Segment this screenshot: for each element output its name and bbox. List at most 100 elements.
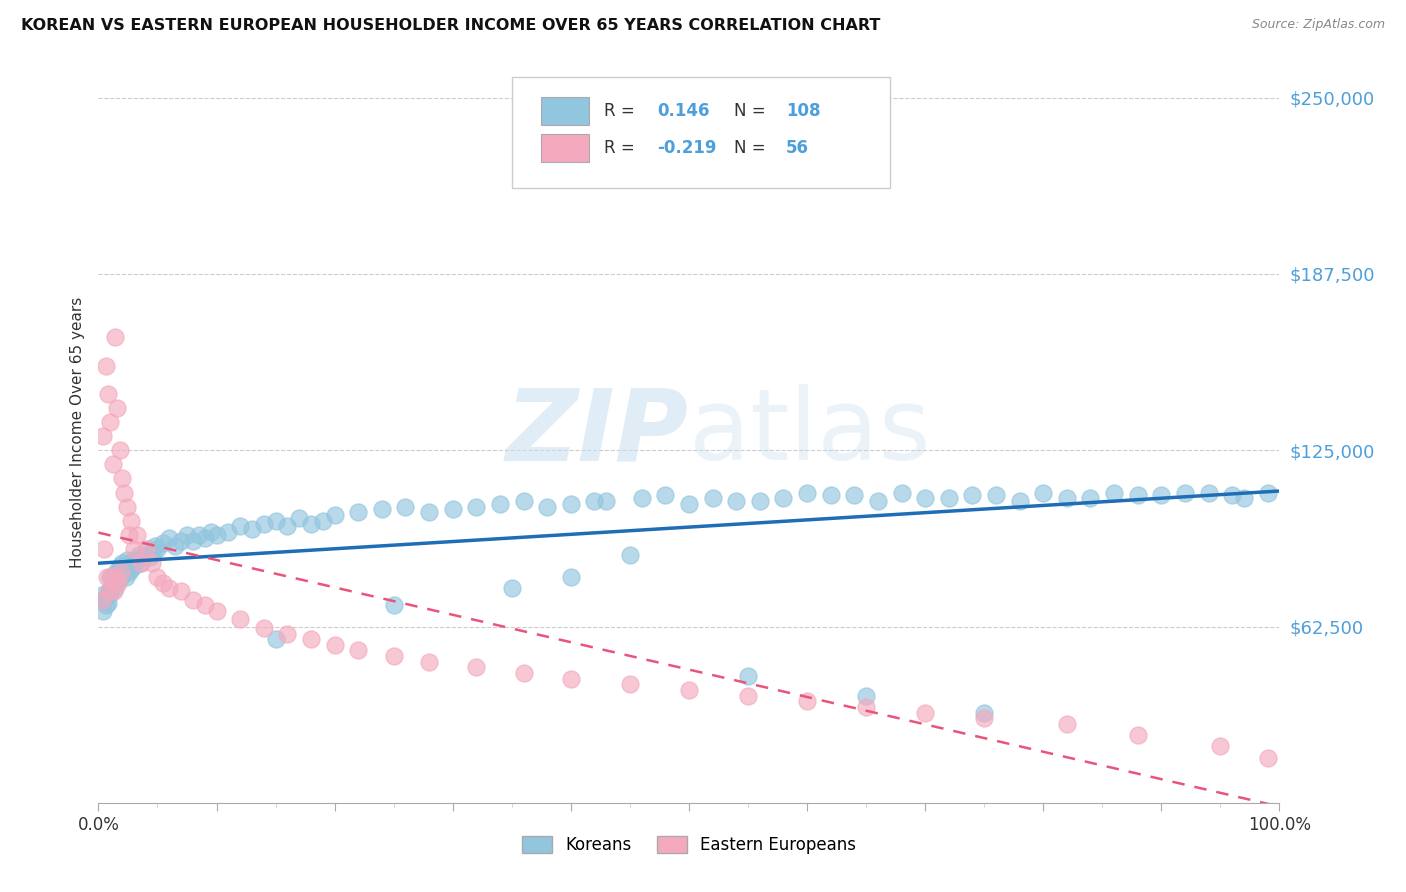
Point xyxy=(152,575,174,590)
Point xyxy=(583,494,606,508)
Point xyxy=(157,582,180,596)
Text: -0.219: -0.219 xyxy=(657,139,717,157)
Point xyxy=(1209,739,1232,754)
Point xyxy=(105,575,128,590)
Point xyxy=(619,677,641,691)
Point xyxy=(170,533,193,548)
Point xyxy=(104,582,127,596)
Point xyxy=(91,604,114,618)
Point xyxy=(465,500,488,514)
Text: N =: N = xyxy=(734,103,765,120)
Point xyxy=(796,694,818,708)
Point xyxy=(111,471,134,485)
Point xyxy=(94,599,117,613)
Point xyxy=(938,491,960,506)
Point xyxy=(127,528,149,542)
Point xyxy=(536,500,558,514)
Point xyxy=(820,488,842,502)
Point xyxy=(118,528,141,542)
Point xyxy=(1257,750,1279,764)
Point xyxy=(1126,728,1149,742)
Point xyxy=(312,514,335,528)
Point xyxy=(276,519,298,533)
Point xyxy=(125,553,148,567)
Text: atlas: atlas xyxy=(689,384,931,481)
Point xyxy=(512,494,534,508)
Point xyxy=(142,545,165,559)
Point xyxy=(465,660,488,674)
Point xyxy=(129,556,152,570)
Point xyxy=(93,541,115,556)
Point xyxy=(394,500,416,514)
Point xyxy=(152,536,174,550)
FancyBboxPatch shape xyxy=(541,135,589,162)
Point xyxy=(111,556,134,570)
Point xyxy=(205,604,228,618)
Point xyxy=(110,570,132,584)
Point xyxy=(914,491,936,506)
Point xyxy=(120,556,142,570)
Point xyxy=(866,494,889,508)
Point xyxy=(240,522,263,536)
Point xyxy=(1220,488,1243,502)
Point xyxy=(105,570,128,584)
Point xyxy=(181,533,204,548)
Point xyxy=(98,584,121,599)
Point xyxy=(103,570,125,584)
Point xyxy=(97,387,120,401)
Point xyxy=(121,562,143,576)
Point xyxy=(194,531,217,545)
Point xyxy=(371,502,394,516)
Point xyxy=(118,565,141,579)
Point xyxy=(98,415,121,429)
Point xyxy=(143,539,166,553)
Point xyxy=(122,541,145,556)
Point xyxy=(98,587,121,601)
Point xyxy=(98,570,121,584)
Point xyxy=(973,706,995,720)
Point xyxy=(323,638,346,652)
Text: KOREAN VS EASTERN EUROPEAN HOUSEHOLDER INCOME OVER 65 YEARS CORRELATION CHART: KOREAN VS EASTERN EUROPEAN HOUSEHOLDER I… xyxy=(21,18,880,33)
Point xyxy=(115,500,138,514)
Point xyxy=(855,699,877,714)
Point xyxy=(135,541,157,556)
Point xyxy=(323,508,346,522)
Point xyxy=(725,494,748,508)
Point xyxy=(501,582,523,596)
Point xyxy=(101,575,124,590)
Text: 56: 56 xyxy=(786,139,808,157)
Point xyxy=(170,584,193,599)
Point xyxy=(855,689,877,703)
Point xyxy=(619,548,641,562)
Point xyxy=(288,511,311,525)
Point xyxy=(702,491,724,506)
Point xyxy=(1080,491,1102,506)
Point xyxy=(1174,485,1197,500)
Point xyxy=(181,592,204,607)
Point xyxy=(1126,488,1149,502)
Point xyxy=(114,570,136,584)
Point xyxy=(347,643,370,657)
Point xyxy=(973,711,995,725)
Point xyxy=(194,599,217,613)
Point xyxy=(128,548,150,562)
Point xyxy=(560,672,582,686)
Point xyxy=(165,539,187,553)
Legend: Koreans, Eastern Europeans: Koreans, Eastern Europeans xyxy=(516,830,862,861)
Point xyxy=(418,505,440,519)
Point xyxy=(117,558,139,573)
Text: R =: R = xyxy=(605,103,634,120)
Point xyxy=(560,497,582,511)
Point xyxy=(146,570,169,584)
Point xyxy=(229,612,252,626)
Point xyxy=(104,330,127,344)
Point xyxy=(1257,485,1279,500)
Text: ZIP: ZIP xyxy=(506,384,689,481)
Y-axis label: Householder Income Over 65 years: Householder Income Over 65 years xyxy=(69,297,84,568)
Point xyxy=(129,556,152,570)
Point xyxy=(276,626,298,640)
Point xyxy=(264,514,287,528)
Point xyxy=(112,565,135,579)
Point xyxy=(1032,485,1054,500)
Text: 108: 108 xyxy=(786,103,820,120)
